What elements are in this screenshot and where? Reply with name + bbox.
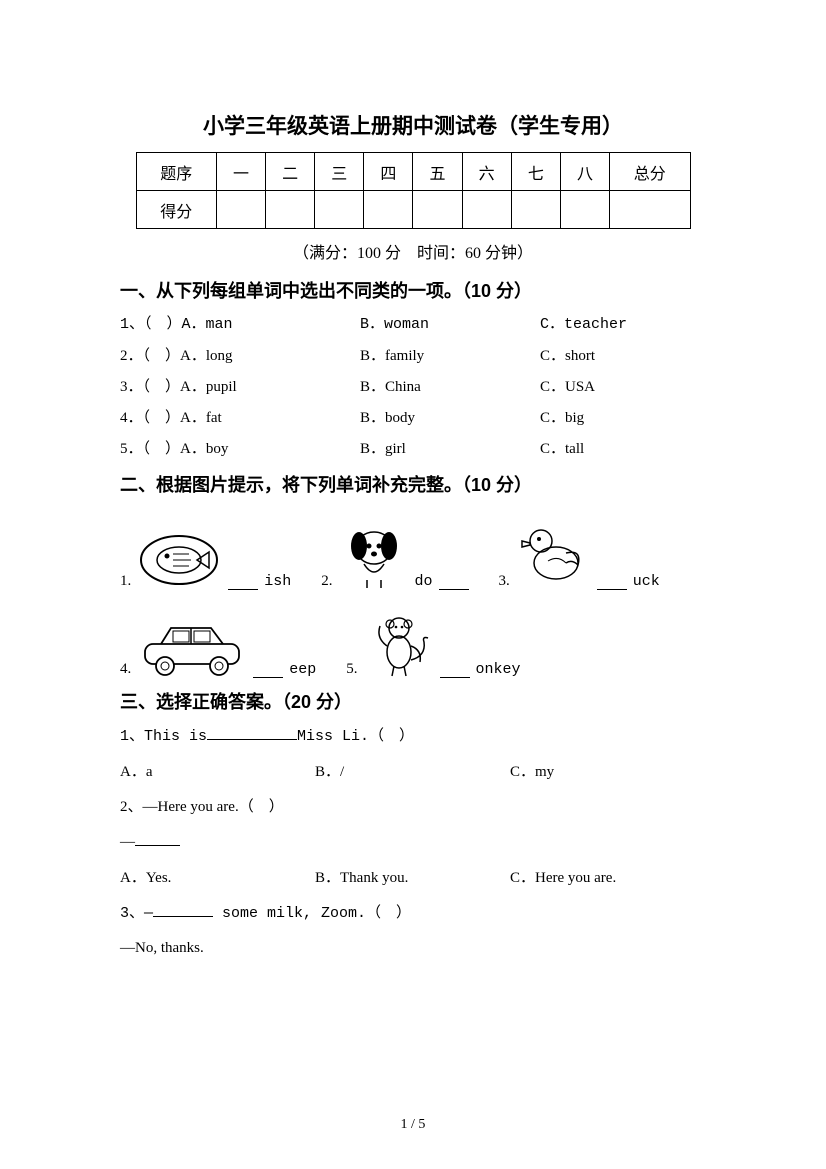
score-cell[interactable] [364,191,413,229]
stem-post: Miss Li.（ ） [297,728,414,745]
fill-blank[interactable] [135,831,180,846]
item-number: 1. [120,573,131,590]
option-a: 3．（ ）A．pupil [120,375,360,399]
q3-1-options: A．a B．/ C．my [120,760,706,781]
fill-blank[interactable] [253,663,283,678]
fish-icon [137,530,222,590]
score-cell[interactable] [216,191,265,229]
word-suffix: eep [289,661,316,678]
score-cell[interactable] [560,191,609,229]
question-row: 2．（ ）A．long B．family C．short [120,344,706,368]
option-b: B．family [360,344,540,368]
picture-item: 1. ish [120,530,291,590]
word-suffix: ish [264,573,291,590]
option-c: C．USA [540,375,706,399]
page-title: 小学三年级英语上册期中测试卷（学生专用） [120,110,706,140]
col-header: 五 [413,153,462,191]
fill-blank[interactable] [440,663,470,678]
fill-blank[interactable] [439,575,469,590]
score-cell[interactable] [413,191,462,229]
section-3-header: 三、选择正确答案。（20 分） [120,688,706,714]
col-header: 四 [364,153,413,191]
picture-row-2: 4. eep 5. [120,608,706,678]
option-a: A．a [120,760,315,781]
score-table: 题序 一 二 三 四 五 六 七 八 总分 得分 [136,152,691,229]
option-a: 2．（ ）A．long [120,344,360,368]
fill-blank[interactable] [153,902,213,917]
fill-blank[interactable] [597,575,627,590]
score-cell[interactable] [266,191,315,229]
option-c: C．big [540,406,706,430]
option-b: B．China [360,375,540,399]
item-number: 4. [120,661,131,678]
q3-2-stem: 2、—Here you are.（ ） [120,795,706,821]
col-header: 一 [216,153,265,191]
picture-item: 5. onkey [346,608,520,678]
option-c: C．teacher [540,313,706,337]
option-b: B．Thank you. [315,866,510,887]
col-header: 七 [511,153,560,191]
duck-icon [516,515,591,590]
dash: — [120,834,135,850]
word-suffix: uck [633,573,660,590]
option-b: B．body [360,406,540,430]
q3-3-reply: —No, thanks. [120,936,706,962]
fill-blank[interactable] [228,575,258,590]
stem-pre: 1、This is [120,728,207,745]
option-b: B．woman [360,313,540,337]
dog-icon [339,520,409,590]
stem-post: some milk, Zoom.（ ） [213,905,411,922]
option-b: B．girl [360,437,540,461]
score-cell[interactable] [462,191,511,229]
score-cell[interactable] [315,191,364,229]
table-row: 得分 [136,191,690,229]
row-label: 题序 [136,153,216,191]
q3-3-stem: 3、— some milk, Zoom.（ ） [120,901,706,927]
word-suffix: onkey [476,661,521,678]
option-c: C．short [540,344,706,368]
option-c: C．my [510,760,706,781]
question-row: 5．（ ）A．boy B．girl C．tall [120,437,706,461]
option-b: B．/ [315,760,510,781]
item-number: 2. [321,573,332,590]
car-icon [137,618,247,678]
question-row: 3．（ ）A．pupil B．China C．USA [120,375,706,399]
table-row: 题序 一 二 三 四 五 六 七 八 总分 [136,153,690,191]
option-c: C．tall [540,437,706,461]
score-cell[interactable] [511,191,560,229]
exam-meta: （满分：100 分 时间：60 分钟） [120,239,706,263]
word-prefix: do [415,573,433,590]
stem-pre: 3、— [120,905,153,922]
monkey-icon [364,608,434,678]
q3-2-options: A．Yes. B．Thank you. C．Here you are. [120,866,706,887]
picture-item: 2. do [321,520,468,590]
total-header: 总分 [610,153,690,191]
option-a: 5．（ ）A．boy [120,437,360,461]
option-a: 4．（ ）A．fat [120,406,360,430]
question-row: 4．（ ）A．fat B．body C．big [120,406,706,430]
question-row: 1、（ ）A．man B．woman C．teacher [120,313,706,337]
section-2-header: 二、根据图片提示，将下列单词补充完整。（10 分） [120,471,706,497]
col-header: 八 [560,153,609,191]
row-label: 得分 [136,191,216,229]
option-a: 1、（ ）A．man [120,313,360,337]
picture-row-1: 1. ish 2. [120,515,706,590]
picture-item: 4. eep [120,618,316,678]
item-number: 5. [346,661,357,678]
picture-item: 3. uck [499,515,660,590]
col-header: 二 [266,153,315,191]
col-header: 三 [315,153,364,191]
item-number: 3. [499,573,510,590]
fill-blank[interactable] [207,725,297,740]
q3-2-reply: — [120,830,706,856]
page-number: 1 / 5 [0,1117,826,1133]
section-1-header: 一、从下列每组单词中选出不同类的一项。（10 分） [120,277,706,303]
q3-1-stem: 1、This is Miss Li.（ ） [120,724,706,750]
col-header: 六 [462,153,511,191]
total-cell[interactable] [610,191,690,229]
option-a: A．Yes. [120,866,315,887]
option-c: C．Here you are. [510,866,706,887]
